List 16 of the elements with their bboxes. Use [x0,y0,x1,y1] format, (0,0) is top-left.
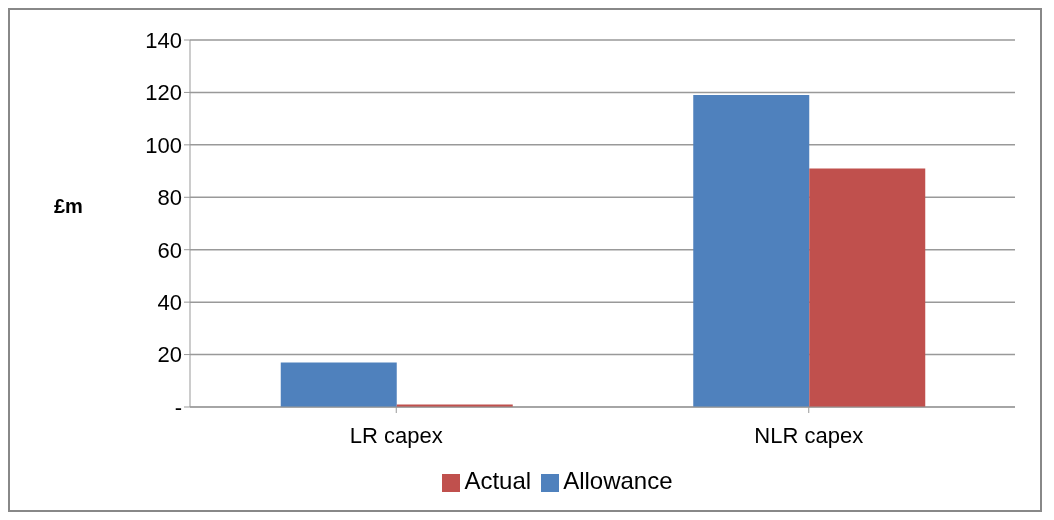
legend-label: Actual [464,467,532,494]
y-tick-label: - [174,394,182,420]
y-tick-label: 100 [145,132,182,158]
y-tick-label: 80 [157,185,182,211]
y-tick-label: 20 [157,342,182,368]
y-axis-title: £m [54,195,83,218]
x-tick-label: LR capex [349,422,443,448]
bar [809,168,926,407]
y-tick-label: 60 [157,237,182,263]
bar [280,362,397,407]
y-tick-label: 140 [145,27,182,53]
x-tick-label: NLR capex [754,422,864,448]
bar [693,95,810,407]
legend-label: Allowance [563,467,673,494]
y-tick-label: 120 [145,80,182,106]
y-tick-label: 40 [157,289,182,315]
